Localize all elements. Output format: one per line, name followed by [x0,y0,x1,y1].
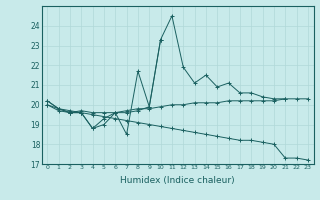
X-axis label: Humidex (Indice chaleur): Humidex (Indice chaleur) [120,176,235,185]
